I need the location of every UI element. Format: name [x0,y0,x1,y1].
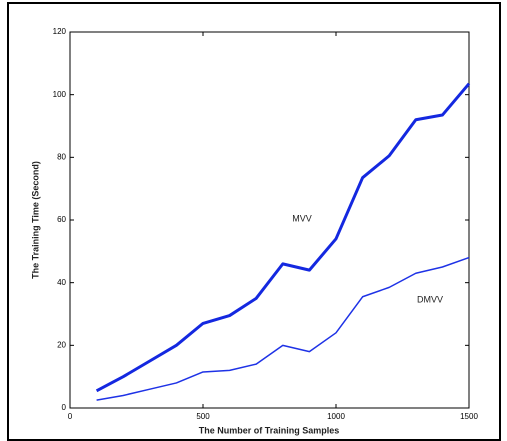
y-axis-label: The Training Time (Second) [30,161,40,279]
x-tick-label: 1500 [460,412,478,421]
y-tick-label: 120 [53,27,67,36]
x-tick-label: 500 [196,412,210,421]
y-tick-label: 80 [57,152,66,161]
series-line [95,82,471,393]
x-axis-label: The Number of Training Samples [199,425,340,435]
y-tick-label: 40 [57,278,66,287]
frame [7,2,501,441]
y-tick-label: 60 [57,215,66,224]
series-line [96,256,470,401]
x-tick-label: 1000 [327,412,345,421]
y-tick-label: 100 [53,90,67,99]
x-tick-label: 0 [68,412,73,421]
annotation: DMVV [417,294,443,304]
axes-box [69,31,470,409]
y-tick-label: 0 [62,403,67,412]
y-tick-label: 20 [57,340,66,349]
annotation: MVV [292,213,312,223]
